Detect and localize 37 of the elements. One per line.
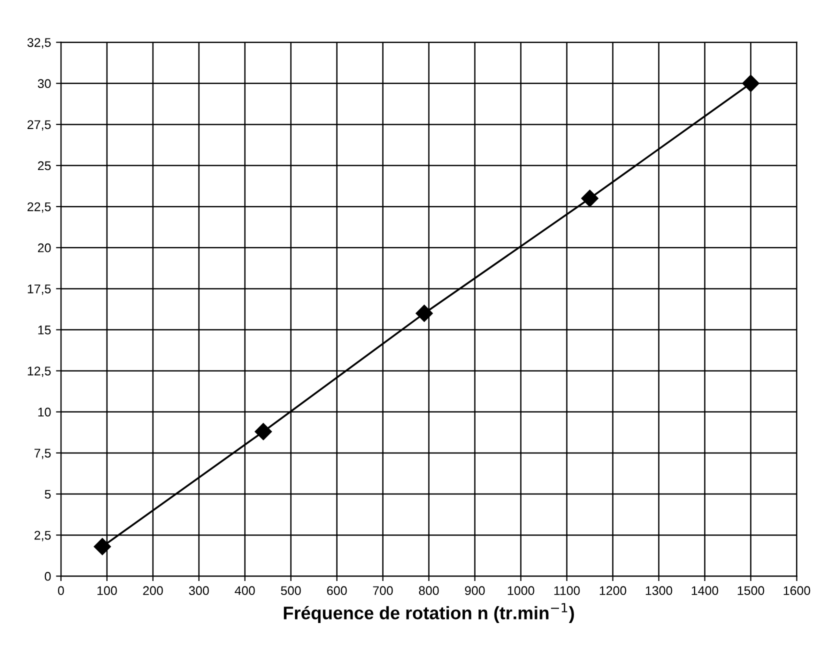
x-tick-label: 1400 [692, 586, 718, 596]
y-tick-label: 32,5 [27, 38, 51, 48]
y-tick-label: 30 [38, 79, 51, 88]
x-tick-label: 1600 [784, 586, 810, 596]
y-tick-label: 27,5 [28, 120, 51, 131]
y-tick-label: 22,5 [28, 202, 51, 213]
x-tick-label: 700 [373, 586, 393, 596]
x-tick-label: 100 [97, 586, 117, 596]
x-axis-title: Fréquence de rotation n (tr.min$^{−1}$) [284, 603, 574, 623]
point [581, 190, 598, 207]
x-tick-label: 300 [188, 586, 209, 596]
y-tick-label: 10 [38, 408, 51, 417]
x-tick-label: 500 [280, 586, 301, 596]
y-tick-label: 12,5 [28, 366, 51, 377]
x-tick-label: 200 [143, 586, 163, 596]
y-tick-label: 0 [44, 572, 51, 581]
y-tick-label: 15 [38, 326, 51, 334]
x-tick-label: 1200 [600, 586, 626, 596]
y-tick-label: 20 [38, 243, 51, 252]
y-tick-label: 2,5 [34, 530, 51, 542]
point [742, 74, 760, 92]
point [94, 538, 111, 556]
y-tick-label: 7,5 [34, 448, 51, 460]
x-tick-label: 400 [234, 586, 255, 596]
x-tick-label: 900 [465, 586, 485, 596]
y-tick-label: 5 [44, 490, 51, 499]
x-tick-label: 600 [327, 586, 347, 596]
y-tick-label: 25 [38, 161, 51, 170]
x-tick-label: 1500 [738, 586, 764, 596]
x-tick-label: 1300 [646, 586, 672, 596]
point [416, 304, 433, 322]
x-tick-label: 1000 [508, 586, 534, 596]
point [254, 423, 272, 440]
y-tick-label: 17,5 [28, 284, 51, 295]
x-tick-label: 800 [418, 586, 439, 596]
x-tick-label: 1100 [554, 586, 580, 596]
x-tick-label: 0 [58, 586, 64, 596]
